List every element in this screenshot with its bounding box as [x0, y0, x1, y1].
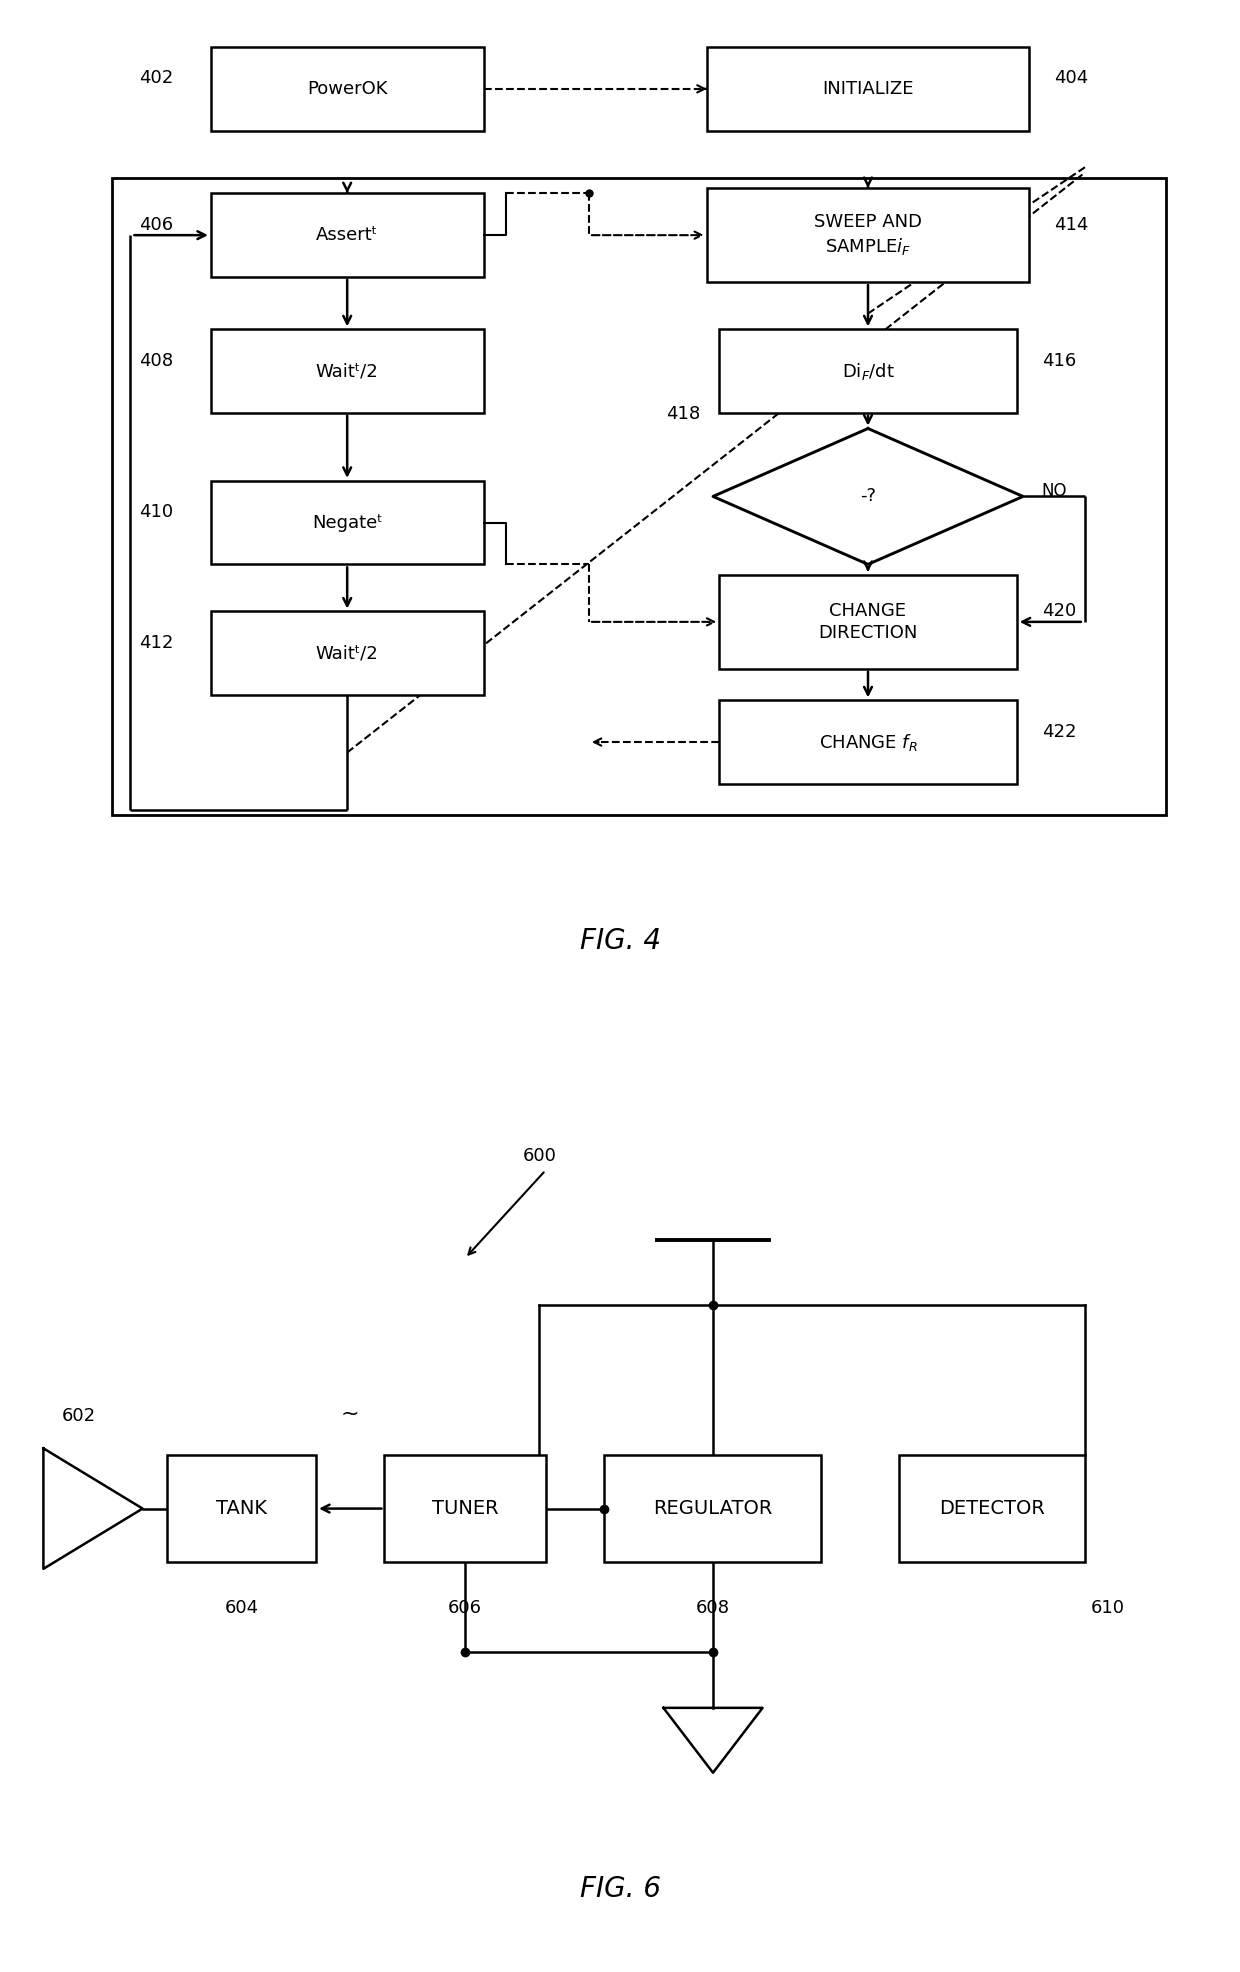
Text: 600: 600 — [522, 1148, 557, 1165]
Text: 412: 412 — [139, 633, 174, 653]
Text: Waitᵗ/2: Waitᵗ/2 — [316, 645, 378, 663]
Text: 422: 422 — [1042, 722, 1076, 741]
Text: 404: 404 — [1054, 69, 1089, 87]
Text: DETECTOR: DETECTOR — [939, 1499, 1045, 1518]
FancyBboxPatch shape — [211, 329, 484, 412]
Text: FIG. 4: FIG. 4 — [579, 927, 661, 954]
Text: 416: 416 — [1042, 351, 1076, 369]
FancyBboxPatch shape — [211, 481, 484, 564]
FancyBboxPatch shape — [211, 193, 484, 276]
Text: INITIALIZE: INITIALIZE — [822, 79, 914, 99]
FancyBboxPatch shape — [719, 576, 1017, 669]
Text: CHANGE
DIRECTION: CHANGE DIRECTION — [818, 601, 918, 643]
Text: Di$_F$/dt: Di$_F$/dt — [842, 361, 894, 381]
Text: Negateᵗ: Negateᵗ — [312, 513, 382, 532]
Text: ~: ~ — [341, 1404, 360, 1424]
Text: NO: NO — [1042, 483, 1068, 501]
Text: 606: 606 — [448, 1599, 482, 1617]
FancyBboxPatch shape — [211, 611, 484, 694]
Text: REGULATOR: REGULATOR — [653, 1499, 773, 1518]
Text: FIG. 6: FIG. 6 — [579, 1875, 661, 1903]
FancyBboxPatch shape — [707, 47, 1029, 130]
FancyBboxPatch shape — [604, 1455, 821, 1562]
Text: 610: 610 — [1091, 1599, 1125, 1617]
FancyBboxPatch shape — [167, 1455, 316, 1562]
Text: YES: YES — [858, 580, 889, 598]
Text: -?: -? — [861, 487, 875, 505]
Text: 604: 604 — [224, 1599, 259, 1617]
Text: TANK: TANK — [216, 1499, 268, 1518]
Text: TUNER: TUNER — [432, 1499, 498, 1518]
Text: PowerOK: PowerOK — [308, 79, 387, 99]
FancyBboxPatch shape — [211, 47, 484, 130]
Text: 608: 608 — [696, 1599, 730, 1617]
FancyBboxPatch shape — [899, 1455, 1085, 1562]
Text: 402: 402 — [139, 69, 174, 87]
FancyBboxPatch shape — [384, 1455, 546, 1562]
Text: 410: 410 — [139, 503, 174, 521]
Text: 406: 406 — [139, 215, 174, 235]
FancyBboxPatch shape — [707, 187, 1029, 282]
Text: 414: 414 — [1054, 215, 1089, 235]
Polygon shape — [713, 428, 1023, 564]
Text: SWEEP AND
SAMPLE$i_F$: SWEEP AND SAMPLE$i_F$ — [813, 213, 923, 256]
Text: Waitᵗ/2: Waitᵗ/2 — [316, 363, 378, 381]
Text: Assertᵗ: Assertᵗ — [316, 227, 378, 245]
FancyBboxPatch shape — [719, 329, 1017, 412]
Text: 420: 420 — [1042, 601, 1076, 621]
Text: 602: 602 — [62, 1406, 97, 1424]
Text: 418: 418 — [666, 406, 701, 424]
Text: 408: 408 — [139, 351, 174, 369]
Text: CHANGE $f_R$: CHANGE $f_R$ — [818, 732, 918, 753]
FancyBboxPatch shape — [719, 700, 1017, 785]
